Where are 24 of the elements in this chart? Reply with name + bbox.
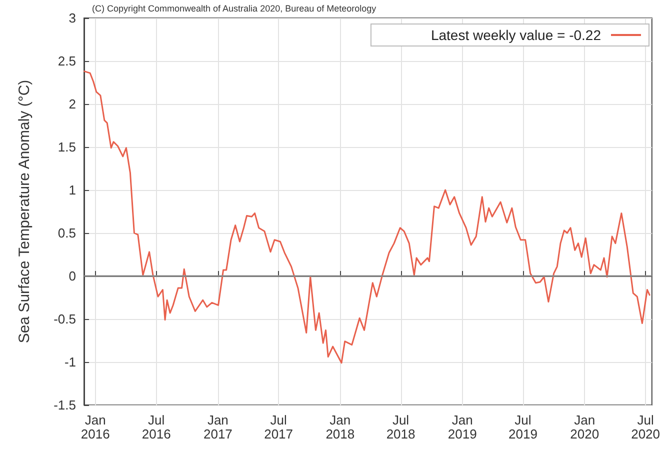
y-tick-label: 2.5: [58, 54, 76, 68]
x-tick-label: Jan 2019: [448, 412, 477, 442]
y-tick-label: 0: [68, 268, 76, 284]
x-tick-label: Jan 2016: [80, 412, 110, 442]
y-tick-label: 1: [68, 182, 76, 198]
y-tick-label: 2: [68, 96, 76, 112]
y-tick-label: 0.5: [58, 226, 76, 240]
x-tick-label: Jul 2020: [631, 412, 660, 442]
x-tick-label: Jan 2018: [326, 412, 355, 442]
y-tick-label: -0.5: [54, 312, 76, 326]
legend-label: Latest weekly value = -0.22: [430, 27, 602, 43]
line-series: [84, 70, 650, 364]
text: (C) Copyright Commonwealth of Australia 2020, Bureau of Meteorology: [92, 4, 377, 14]
y-tick-label: -1: [64, 354, 76, 370]
y-tick-label: -1.5: [54, 398, 76, 412]
x-tick-label: Jul 2018: [386, 412, 416, 442]
x-tick-label: Jul 2016: [142, 412, 171, 442]
x-tick-label: Jul 2019: [508, 412, 538, 442]
y-tick-label: 3: [68, 10, 76, 26]
y-tick-label: 1.5: [58, 140, 76, 154]
y-axis-title: Sea Surface Temperature Anomaly (°C): [16, 80, 33, 344]
x-tick-label: Jan 2020: [570, 412, 600, 442]
x-tick-label: Jul 2017: [264, 412, 294, 442]
x-tick-label: Jan 2017: [203, 412, 232, 442]
